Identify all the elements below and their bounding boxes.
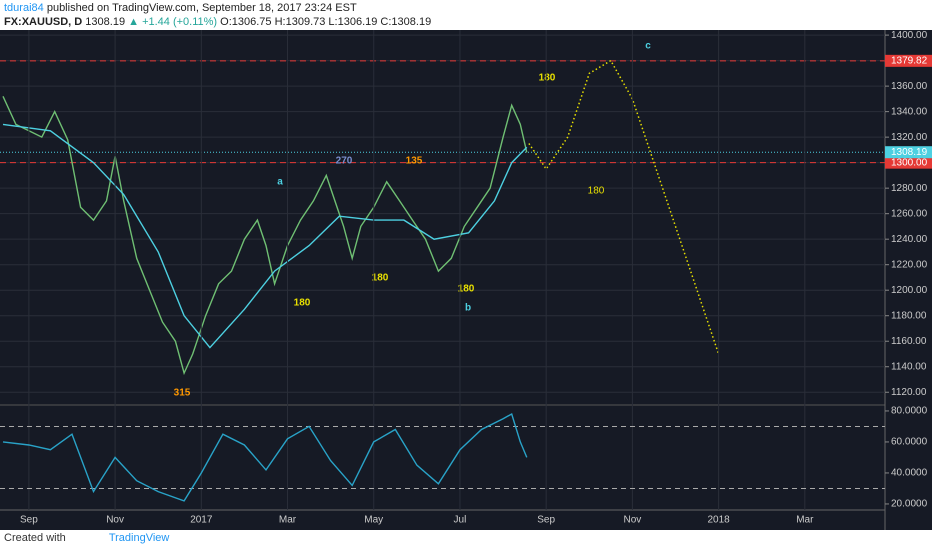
created-with: Created with xyxy=(4,532,66,544)
close: C:1308.19 xyxy=(380,16,432,28)
y-tick-label: 20.0000 xyxy=(891,499,928,510)
published: published on TradingView.com, September … xyxy=(46,2,357,14)
y-tick-label: 1400.00 xyxy=(891,30,928,41)
footer: Created with TradingView xyxy=(4,532,169,544)
level-label: 1300.00 xyxy=(891,157,928,168)
high: H:1309.73 xyxy=(274,16,326,28)
level-tag xyxy=(885,156,932,169)
y-tick-label: 1180.00 xyxy=(891,310,927,321)
x-tick-label: Sep xyxy=(20,515,38,526)
header-line: tdurai84 published on TradingView.com, S… xyxy=(4,2,357,14)
x-tick-label: Mar xyxy=(279,515,297,526)
x-tick-label: Jul xyxy=(454,515,467,526)
level-tag xyxy=(885,54,932,67)
chart: 1120.00 1140.00 1160.00 1180.00 1200.00 1220.… xyxy=(0,30,932,530)
y-tick-label: 1160.00 xyxy=(891,336,927,347)
open: O:1306.75 xyxy=(220,16,272,28)
series-line xyxy=(528,59,720,355)
x-tick-label: Sep xyxy=(537,515,555,526)
series-line xyxy=(2,412,528,502)
x-tick-label: Nov xyxy=(623,515,641,526)
y-tick-label: 1140.00 xyxy=(891,361,927,372)
y-tick-label: 1220.00 xyxy=(891,259,928,270)
annotation: 270 xyxy=(336,156,353,167)
y-tick-label: 60.0000 xyxy=(891,437,928,448)
brand[interactable]: TradingView xyxy=(108,532,170,544)
background xyxy=(0,30,932,530)
x-tick-label: 2018 xyxy=(707,515,730,526)
symbol-line: FX:XAUUSD, D 1308.19 ▲ +1.44 (+0.11%) O:… xyxy=(4,16,431,28)
author[interactable]: tdurai84 xyxy=(4,2,44,14)
x-tick-label: 2017 xyxy=(190,515,213,526)
y-tick-label: 1280.00 xyxy=(891,183,928,194)
y-tick-label: 1360.00 xyxy=(891,81,928,92)
x-tick-label: Mar xyxy=(796,515,814,526)
series-line xyxy=(2,96,528,376)
annotation: 180 xyxy=(539,73,556,84)
level-label: 1379.82 xyxy=(891,55,928,66)
annotation: 315 xyxy=(174,388,191,399)
level-label: 1308.19 xyxy=(891,147,928,158)
y-tick-label: 80.0000 xyxy=(891,406,928,417)
level-tag xyxy=(885,146,932,159)
annotation: 135 xyxy=(406,156,423,167)
annotation: 180 xyxy=(458,284,475,295)
low: L:1306.19 xyxy=(328,16,378,28)
y-tick-label: 40.0000 xyxy=(891,468,928,479)
annotation: c xyxy=(645,41,651,52)
y-tick-label: 1120.00 xyxy=(891,387,927,398)
series-line xyxy=(2,123,528,349)
y-tick-label: 1240.00 xyxy=(891,234,928,245)
y-tick-label: 1320.00 xyxy=(891,132,928,143)
x-tick-label: May xyxy=(364,515,383,526)
annotation: 180 xyxy=(294,298,311,309)
y-tick-label: 1340.00 xyxy=(891,106,928,117)
y-tick-label: 1260.00 xyxy=(891,208,928,219)
x-tick-label: Nov xyxy=(106,515,124,526)
annotation: 180 xyxy=(372,273,389,284)
change: ▲ +1.44 (+0.11%) xyxy=(128,16,218,28)
y-tick-label: 1200.00 xyxy=(891,285,928,296)
annotation: 180 xyxy=(588,186,605,197)
symbol: FX:XAUUSD, D xyxy=(4,16,83,28)
annotation: a xyxy=(277,177,283,188)
annotation: b xyxy=(465,303,471,314)
last: 1308.19 xyxy=(85,16,126,28)
